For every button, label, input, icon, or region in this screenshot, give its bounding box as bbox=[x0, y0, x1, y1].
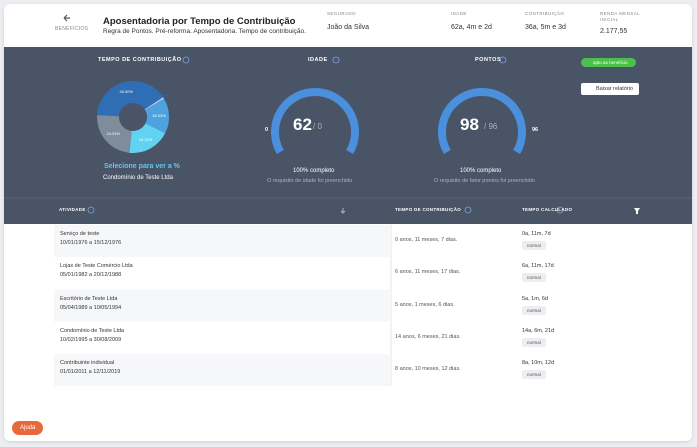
calculated-time: 5a, 1m, 6d bbox=[522, 295, 548, 302]
help-button[interactable]: Ajuda bbox=[12, 421, 44, 435]
segment-label: 0.31% bbox=[159, 94, 169, 98]
contribution-time: 8 anos, 10 meses, 12 dias. bbox=[395, 366, 461, 373]
activity-name: Condomínio de Teste Ltda bbox=[60, 327, 125, 334]
gauge-status: 100% completo bbox=[293, 168, 335, 174]
gauge-target: / 0 bbox=[313, 122, 322, 131]
time-tag: normal bbox=[522, 337, 546, 347]
field-value: 62a, 4m e 2d bbox=[451, 24, 492, 31]
field-label: SEGURADO bbox=[327, 11, 356, 16]
calculated-time: 6a, 11m, 17d bbox=[522, 263, 554, 270]
donut-segment bbox=[144, 97, 164, 110]
donut-segment bbox=[129, 123, 166, 153]
info-icon bbox=[87, 206, 95, 214]
gauge-end: 0 bbox=[265, 127, 269, 133]
segment-label: 16.03% bbox=[152, 113, 166, 118]
sort-icon[interactable] bbox=[340, 208, 346, 214]
status-badge: apto ao benefício bbox=[581, 58, 636, 67]
segment-label: 24.24% bbox=[106, 131, 120, 136]
gauge-target: / 96 bbox=[484, 122, 498, 131]
column-header: ATIVIDADE bbox=[59, 207, 86, 212]
segment-label: 19.12% bbox=[139, 137, 153, 142]
donut-cta[interactable]: Selecione para ver a % bbox=[104, 163, 180, 170]
activity-period: 05/04/1989 a 10/05/1994 bbox=[60, 304, 122, 311]
calculated-time: 14a, 6m, 21d bbox=[522, 327, 555, 334]
row-bg bbox=[54, 289, 391, 322]
activity-period: 01/01/2011 a 12/11/2019 bbox=[60, 369, 121, 376]
activity-name: Contribuinte individual bbox=[60, 360, 115, 367]
gauge-title: IDADE bbox=[308, 57, 328, 63]
column-header: TEMPO CALCULADO bbox=[522, 207, 573, 212]
activity-period: 10/02/1995 a 30/08/2009 bbox=[60, 336, 122, 343]
row-bg bbox=[54, 225, 391, 257]
time-tag: normal bbox=[522, 241, 546, 250]
activity-period: 10/01/1976 a 15/12/1976 bbox=[60, 240, 122, 246]
gauge-title: PONTOS bbox=[475, 57, 502, 63]
gauge-end: 96 bbox=[532, 127, 539, 133]
info-icon bbox=[464, 206, 472, 214]
donut-company: Condomínio de Teste Ltda bbox=[103, 175, 173, 181]
info-icon bbox=[499, 56, 507, 64]
activity-name: Escritório de Teste Ltda bbox=[60, 295, 118, 302]
back-label[interactable]: BENEFÍCIOS bbox=[55, 26, 89, 32]
gauge-note: O requisito de fator pontos foi preenchi… bbox=[434, 178, 535, 184]
gauge-arc bbox=[438, 88, 526, 154]
contribution-time: 6 anos, 11 meses, 17 dias. bbox=[395, 269, 461, 276]
time-tag: normal bbox=[522, 305, 546, 315]
info-icon bbox=[332, 56, 340, 64]
page-title: Aposentadoria por Tempo de Contribuição bbox=[103, 16, 296, 27]
graphics: 40.00%0.31%0.30%16.03%19.12%24.24% bbox=[4, 14, 692, 387]
activity-name: Lojas de Teste Comércio Ltda bbox=[60, 263, 133, 270]
filter-icon[interactable] bbox=[634, 208, 640, 214]
activity-name: Serviço de teste bbox=[60, 231, 100, 237]
time-tag: normal bbox=[522, 273, 546, 283]
info-icon bbox=[182, 56, 190, 64]
field-value: João da Silva bbox=[327, 24, 370, 31]
row-bg bbox=[54, 354, 391, 387]
contribution-time: 5 anos, 1 meses, 6 dias. bbox=[395, 301, 455, 308]
donut-segment bbox=[145, 98, 169, 134]
download-button[interactable]: Baixar relatório bbox=[581, 83, 639, 95]
donut-title: TEMPO DE CONTRIBUIÇÃO bbox=[98, 57, 182, 63]
contribution-time: 14 anos, 6 meses, 21 dias. bbox=[395, 333, 461, 340]
gauge-value: 62 bbox=[293, 115, 312, 134]
field-value: 2.177,55 bbox=[600, 28, 628, 35]
gauge-arc bbox=[271, 88, 359, 154]
calculated-time: 8a, 10m, 12d bbox=[522, 360, 555, 367]
donut-segment bbox=[144, 97, 164, 110]
donut-segment bbox=[97, 81, 164, 117]
field-value: 36a, 5m e 3d bbox=[525, 24, 566, 31]
calculated-time: 0a, 11m, 7d bbox=[522, 231, 551, 237]
field-label: CONTRIBUIÇÃO bbox=[525, 11, 565, 16]
field-label: RENDA MENSAL INICIAL bbox=[600, 11, 640, 22]
time-tag: normal bbox=[522, 370, 546, 380]
info-icon bbox=[556, 206, 564, 214]
card: 40.00%0.31%0.30%16.03%19.12%24.24% BENEF… bbox=[4, 4, 692, 441]
segment-label: 40.00% bbox=[119, 89, 133, 94]
back-arrow[interactable] bbox=[63, 14, 70, 22]
contribution-time: 0 anos, 11 meses, 7 dias. bbox=[395, 237, 458, 243]
donut-segment bbox=[97, 115, 132, 153]
activity-period: 05/01/1982 a 20/12/1988 bbox=[60, 272, 122, 279]
page-subtitle: Regra de Pontos. Pré-reforma. Aposentado… bbox=[103, 28, 306, 35]
gauge-status: 100% completo bbox=[460, 168, 502, 174]
gauge-value: 98 bbox=[460, 115, 479, 134]
gauge-note: O requisito de idade foi preenchido bbox=[267, 178, 353, 184]
column-header: TEMPO DE CONTRIBUIÇÃO bbox=[395, 207, 462, 212]
field-label: IDADE bbox=[451, 11, 467, 16]
